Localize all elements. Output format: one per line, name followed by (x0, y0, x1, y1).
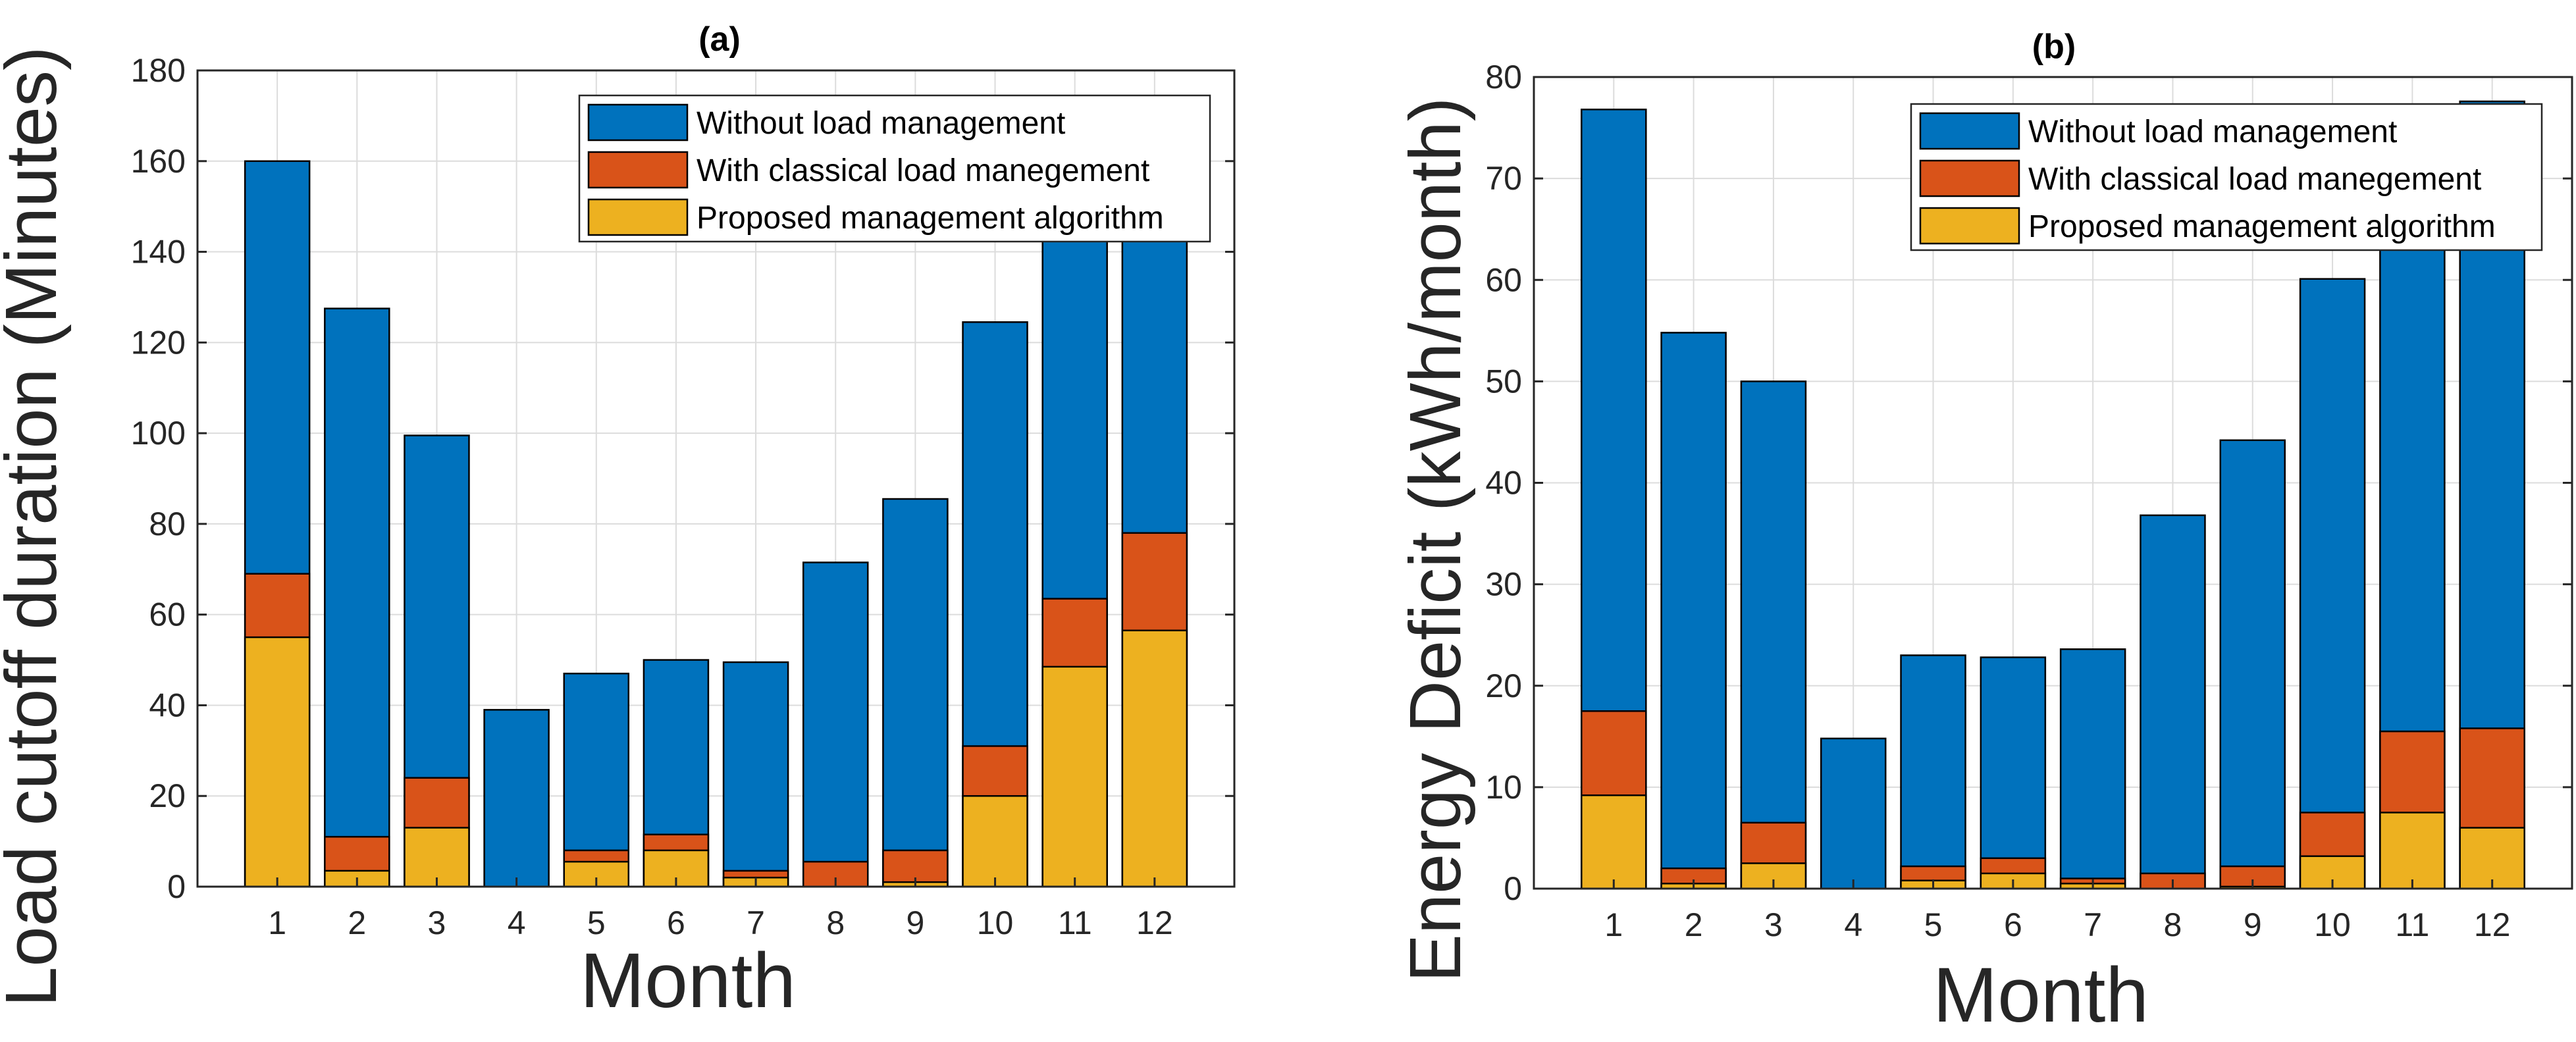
y-tick-label: 40 (1485, 465, 1522, 502)
bar-proposed-month-3 (404, 827, 470, 888)
x-tick-label: 12 (1136, 904, 1173, 941)
bar-without-month-6 (1980, 656, 2047, 890)
y-axis-label: Energy Deficit (kWh/month) (1395, 97, 1476, 983)
x-tick-label: 4 (1844, 906, 1862, 943)
bar-without-month-5 (1900, 654, 1966, 890)
bar-without-month-8 (2140, 514, 2206, 890)
y-tick-label: 160 (131, 143, 186, 180)
chart-title: (b) (2032, 28, 2076, 66)
bar-without-month-2 (1660, 332, 1727, 890)
y-tick-label: 30 (1485, 566, 1522, 603)
bar-proposed-month-1 (1581, 794, 1647, 890)
bar-without-month-9 (882, 498, 949, 888)
x-tick-label: 11 (2395, 906, 2429, 943)
legend-swatch (587, 198, 689, 236)
legend-label: Proposed management algorithm (2028, 209, 2496, 244)
y-tick-label: 80 (149, 506, 186, 542)
x-tick-label: 3 (428, 904, 446, 941)
x-tick-label: 2 (1685, 906, 1703, 943)
bar-without-month-10 (2299, 278, 2366, 890)
y-tick-label: 60 (149, 596, 186, 633)
bars (1581, 100, 2525, 890)
bar-proposed-month-1 (244, 636, 311, 888)
x-tick-label: 8 (2164, 906, 2182, 943)
y-tick-label: 80 (1485, 59, 1522, 95)
y-tick-label: 40 (149, 687, 186, 723)
y-tick-label: 20 (149, 777, 186, 814)
legend-swatch (1919, 159, 2020, 197)
x-tick-label: 2 (348, 904, 366, 941)
legend-swatch (1919, 207, 2020, 245)
y-tick-label: 180 (131, 52, 186, 89)
x-tick-label: 6 (2004, 906, 2022, 943)
x-axis-label: Month (1933, 952, 2149, 1039)
legend-swatch (587, 151, 689, 189)
y-axis-label: Load cutoff duration (Minutes) (0, 46, 72, 1006)
y-tick-label: 0 (167, 868, 186, 905)
bar-without-month-8 (802, 561, 869, 888)
x-tick-label: 5 (587, 904, 606, 941)
x-tick-label: 7 (2084, 906, 2102, 943)
x-tick-label: 8 (826, 904, 845, 941)
bar-proposed-month-11 (1041, 665, 1108, 888)
y-tick-label: 20 (1485, 667, 1522, 704)
x-tick-label: 9 (2244, 906, 2262, 943)
x-tick-label: 5 (1924, 906, 1943, 943)
y-tick-label: 100 (131, 415, 186, 452)
bar-without-month-7 (2059, 648, 2126, 890)
y-tick-label: 0 (1504, 870, 1522, 907)
chart-title: (a) (698, 20, 741, 59)
y-tick-label: 70 (1485, 160, 1522, 197)
x-tick-label: 6 (667, 904, 685, 941)
bar-proposed-month-10 (962, 795, 1028, 888)
bar-without-month-3 (1740, 380, 1807, 890)
legend-label: Without load management (697, 106, 1065, 141)
legend-swatch (587, 103, 689, 142)
x-tick-label: 11 (1058, 904, 1092, 941)
legend-label: With classical load manegement (697, 153, 1149, 188)
legend-label: Proposed management algorithm (697, 201, 1164, 236)
bar-without-month-7 (722, 661, 789, 888)
x-tick-label: 12 (2474, 906, 2511, 943)
bars (244, 160, 1188, 888)
x-axis-label: Month (580, 937, 796, 1024)
x-tick-label: 9 (906, 904, 924, 941)
bar-without-month-9 (2219, 439, 2286, 890)
bar-proposed-month-12 (2459, 827, 2525, 890)
x-tick-label: 1 (268, 904, 286, 941)
bar-proposed-month-11 (2379, 812, 2446, 890)
x-tick-label: 1 (1604, 906, 1623, 943)
y-tick-label: 50 (1485, 363, 1522, 400)
axes-box (196, 69, 1236, 888)
x-tick-label: 4 (508, 904, 526, 941)
y-tick-label: 10 (1485, 769, 1522, 806)
x-tick-label: 3 (1764, 906, 1783, 943)
x-tick-label: 10 (2314, 906, 2351, 943)
y-tick-label: 140 (131, 234, 186, 271)
x-tick-label: 10 (977, 904, 1014, 941)
legend-label: Without load management (2028, 115, 2397, 149)
legend-swatch (1919, 112, 2020, 150)
bar-without-month-4 (1820, 737, 1887, 890)
y-tick-label: 120 (131, 324, 186, 361)
legend: Without load management With classical lo… (578, 94, 1211, 243)
legend-label: With classical load manegement (2028, 162, 2481, 197)
bar-proposed-month-12 (1121, 629, 1188, 888)
x-tick-label: 7 (747, 904, 765, 941)
legend: Without load management With classical lo… (1910, 103, 2543, 251)
bar-without-month-2 (324, 307, 390, 888)
bar-without-month-4 (483, 709, 550, 888)
y-tick-label: 60 (1485, 261, 1522, 298)
